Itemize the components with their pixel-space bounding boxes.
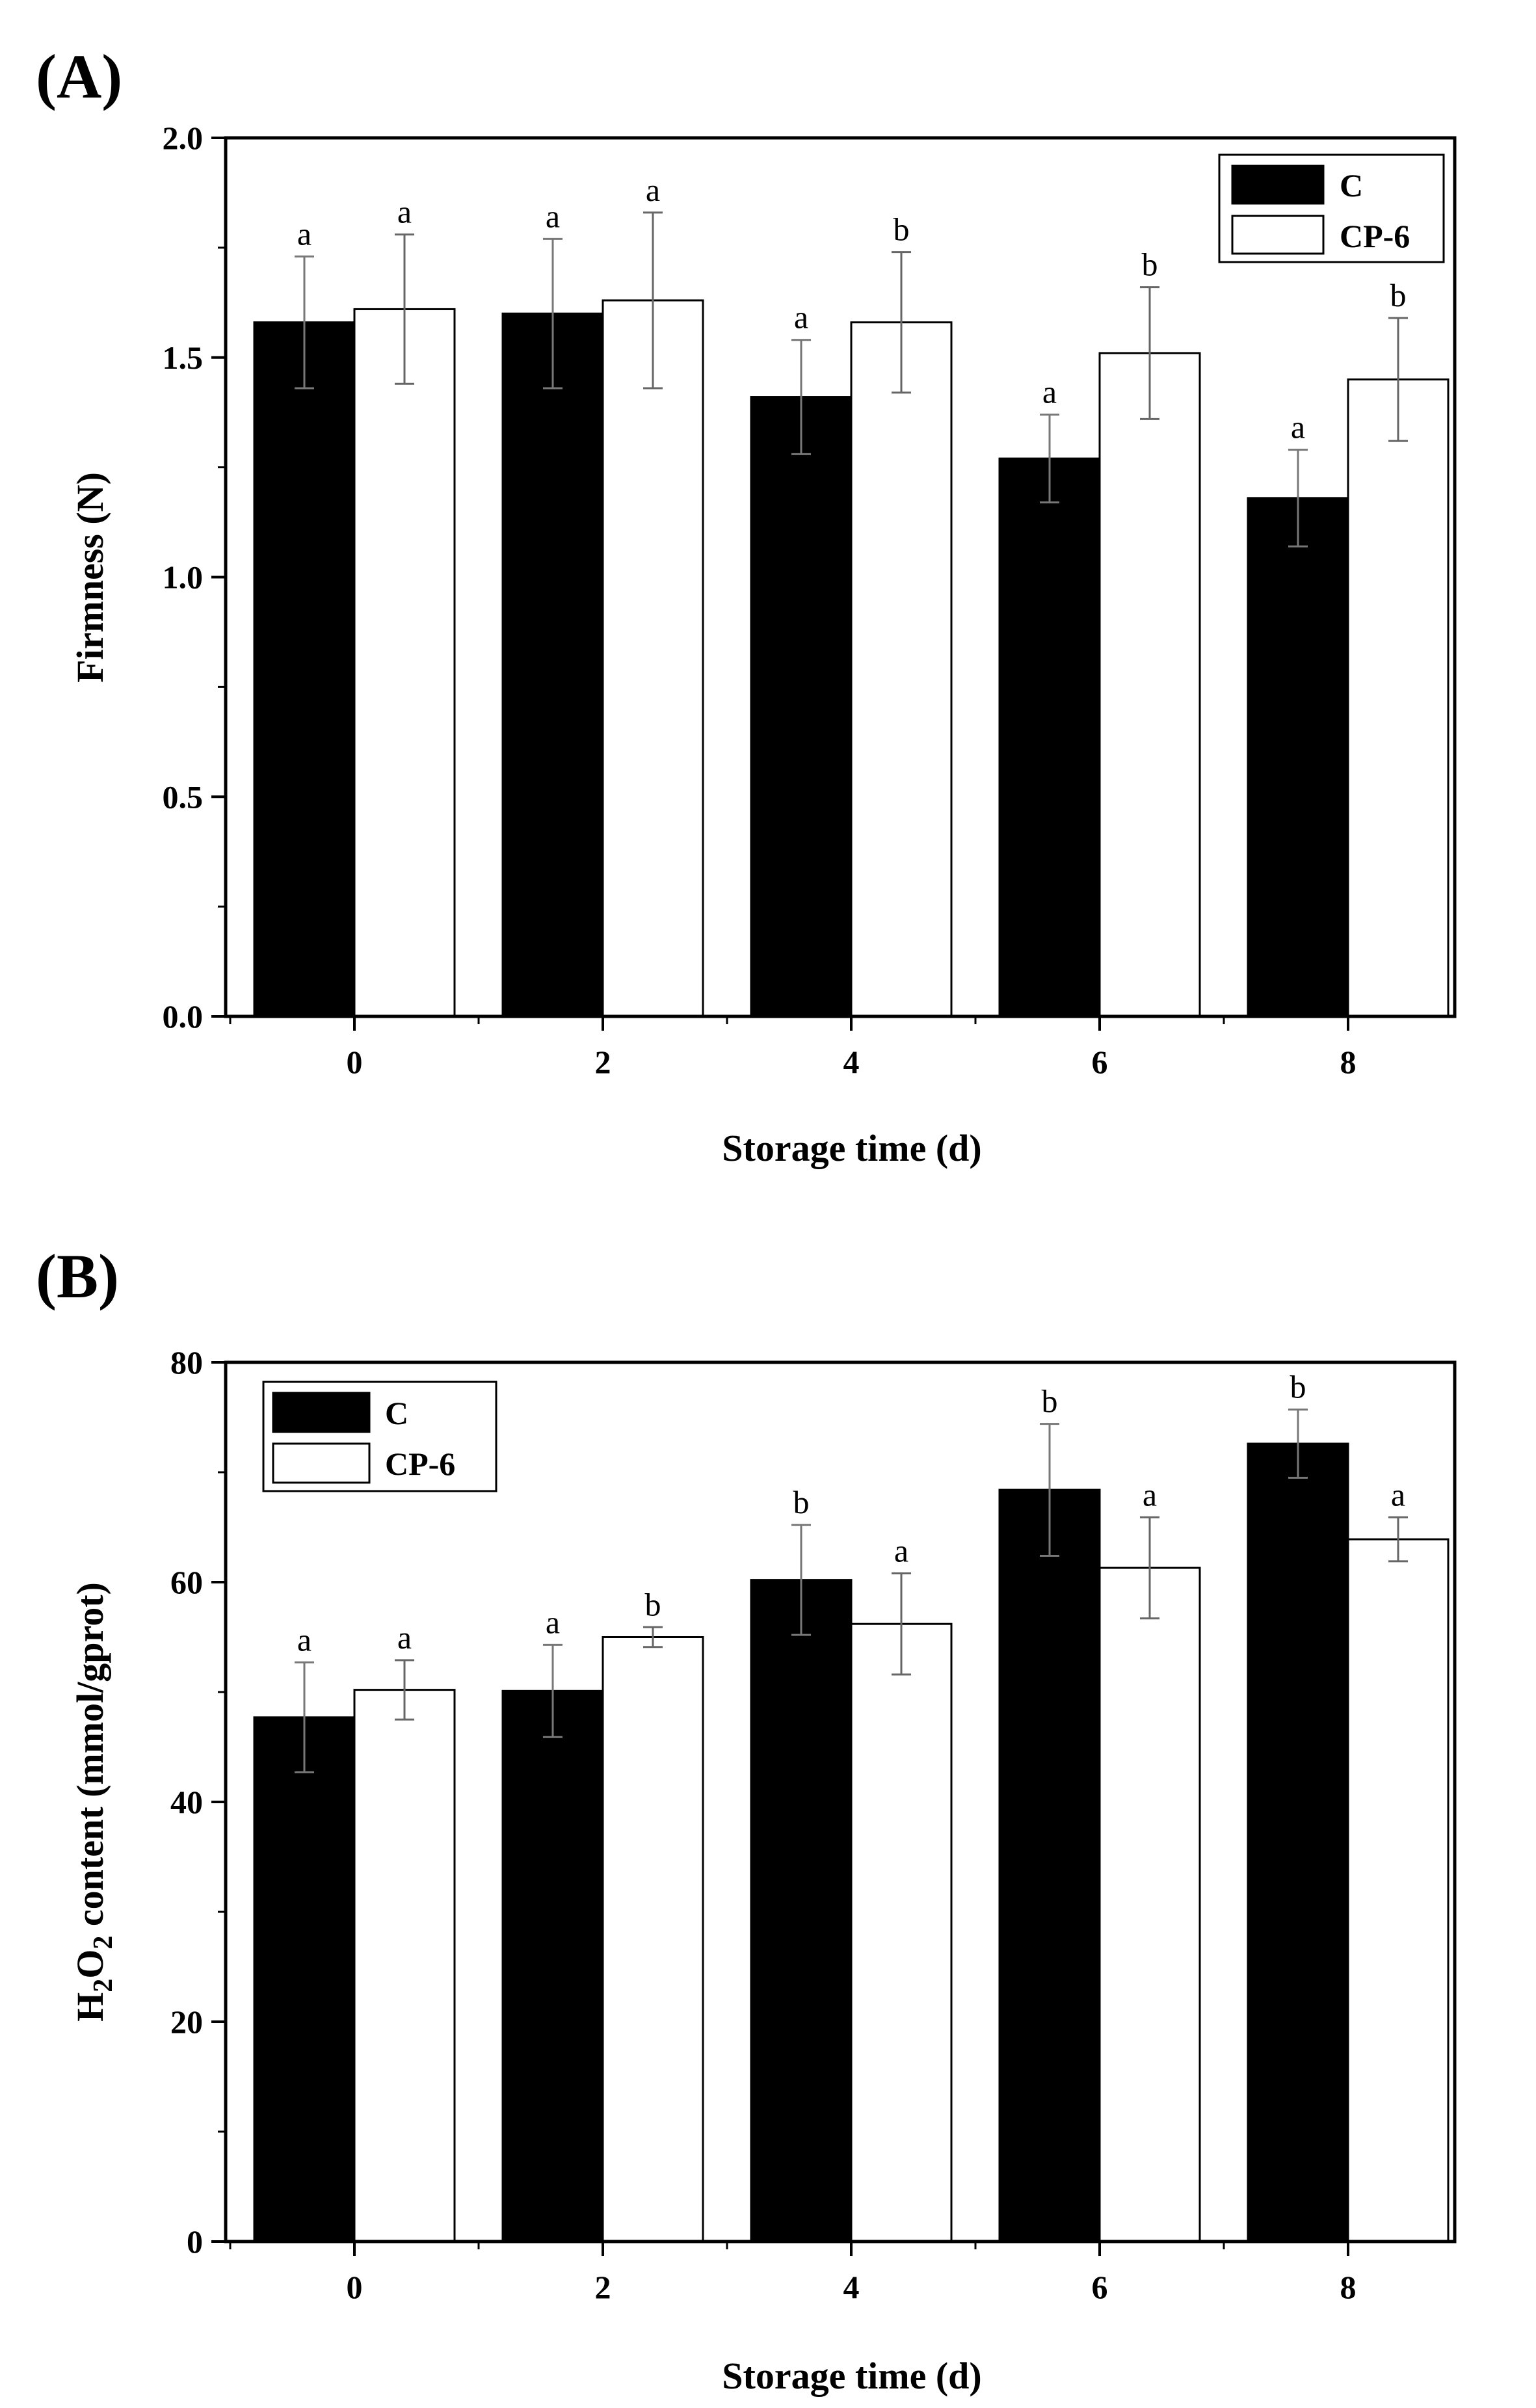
significance-letter: b xyxy=(645,1586,661,1622)
y-tick-label: 80 xyxy=(170,1344,203,1381)
panel-b-legend: C CP-6 xyxy=(262,1381,497,1492)
panel-a-y-axis: 0.0 0.5 1.0 1.5 2.0 xyxy=(163,120,226,1035)
panel-b-legend-swatch-c xyxy=(272,1392,371,1433)
panel-b-x-axis-title: Storage time (d) xyxy=(722,2355,981,2397)
ylabel-sub-2: 2 xyxy=(88,1979,118,1992)
significance-letter: a xyxy=(794,299,808,336)
panel-a-marks: a a a a a a a b b b xyxy=(253,172,1450,1018)
panel-b-legend-label-c: C xyxy=(385,1395,408,1431)
y-tick-label: 0.5 xyxy=(163,778,204,815)
bar-cp6 xyxy=(1347,1538,1450,2243)
ylabel-part-h: H xyxy=(69,1992,111,2022)
panel-a-legend-swatch-cp6 xyxy=(1231,215,1325,255)
significance-letter: a xyxy=(1291,409,1305,445)
bar-c xyxy=(501,312,604,1018)
bar-cp6 xyxy=(1098,352,1201,1018)
bar-cp6 xyxy=(602,1636,704,2243)
x-tick-label: 8 xyxy=(1340,2269,1357,2305)
x-tick-label: 4 xyxy=(843,1044,860,1080)
ylabel-sub-2b: 2 xyxy=(88,1936,118,1950)
panel-a-label: (A) xyxy=(36,42,122,111)
bar-c xyxy=(501,1689,604,2243)
panel-b: (B) a a b b b a b a a a 0 20 40 60 80 0 2 4 6 8 Storage t… xyxy=(36,1241,1457,2397)
panel-a: (A) a a a a a a a b b b 0.0 0.5 1.0 1.5 2.0 0 2 4 6 8 Sto… xyxy=(36,42,1457,1169)
panel-b-legend-label-cp6: CP-6 xyxy=(385,1446,455,1482)
significance-letter: a xyxy=(297,1621,311,1658)
y-tick-label: 0.0 xyxy=(163,998,204,1035)
significance-letter: a xyxy=(546,198,560,234)
y-tick-label: 0 xyxy=(187,2223,203,2260)
bar-cp6 xyxy=(1098,1567,1201,2243)
bar-c xyxy=(253,1716,356,2243)
x-tick-label: 8 xyxy=(1340,1044,1357,1080)
x-tick-label: 0 xyxy=(347,2269,363,2305)
bar-c xyxy=(750,1579,853,2243)
x-tick-label: 4 xyxy=(843,2269,860,2305)
panel-b-label: (B) xyxy=(36,1241,119,1311)
panel-a-x-axis: 0 2 4 6 8 xyxy=(229,1016,1357,1080)
panel-b-x-axis: 0 2 4 6 8 xyxy=(229,2242,1357,2305)
bar-c xyxy=(750,396,853,1018)
bar-c xyxy=(998,457,1101,1018)
significance-letter: a xyxy=(894,1532,908,1568)
significance-letter: a xyxy=(297,215,311,252)
significance-letter: a xyxy=(646,172,660,208)
significance-letter: a xyxy=(1143,1476,1157,1513)
ylabel-part-o: O xyxy=(69,1950,111,1979)
panel-b-y-axis: 0 20 40 60 80 xyxy=(170,1344,226,2260)
bar-c xyxy=(1247,497,1349,1018)
panel-b-y-axis-title: H2O2 content (mmol/gprot) xyxy=(69,1582,118,2022)
significance-letter: b xyxy=(1390,277,1407,313)
significance-letter: a xyxy=(1042,374,1057,410)
bar-cp6 xyxy=(850,321,953,1018)
bar-c xyxy=(253,321,356,1018)
panel-a-legend: C CP-6 xyxy=(1218,153,1445,263)
significance-letter: b xyxy=(894,211,910,248)
significance-letter: a xyxy=(397,1619,412,1656)
x-tick-label: 2 xyxy=(595,2269,611,2305)
bar-c xyxy=(1247,1442,1349,2243)
y-tick-label: 40 xyxy=(170,1784,203,1820)
bar-cp6 xyxy=(1347,378,1450,1018)
bar-c xyxy=(998,1488,1101,2243)
panel-b-marks: a a b b b a b a a a xyxy=(253,1369,1450,2243)
panel-a-y-axis-title: Firmness (N) xyxy=(69,472,111,683)
panel-a-legend-label-cp6: CP-6 xyxy=(1340,218,1410,254)
x-tick-label: 6 xyxy=(1092,2269,1108,2305)
x-tick-label: 0 xyxy=(347,1044,363,1080)
y-tick-label: 1.0 xyxy=(163,559,204,596)
bar-cp6 xyxy=(353,1689,456,2243)
significance-letter: b xyxy=(1042,1383,1058,1420)
y-tick-label: 20 xyxy=(170,2004,203,2040)
significance-letter: a xyxy=(397,194,412,230)
panel-a-legend-label-c: C xyxy=(1340,167,1363,204)
y-tick-label: 1.5 xyxy=(163,339,204,376)
x-tick-label: 6 xyxy=(1092,1044,1108,1080)
significance-letter: b xyxy=(1290,1369,1306,1405)
significance-letter: a xyxy=(546,1604,560,1640)
panel-a-x-axis-title: Storage time (d) xyxy=(722,1127,981,1169)
bar-cp6 xyxy=(602,299,704,1018)
significance-letter: b xyxy=(793,1484,810,1520)
ylabel-part-rest: content (mmol/gprot) xyxy=(69,1582,111,1935)
panel-a-legend-swatch-c xyxy=(1231,165,1325,205)
panel-b-legend-swatch-cp6 xyxy=(272,1442,371,1484)
y-tick-label: 60 xyxy=(170,1564,203,1600)
bar-cp6 xyxy=(850,1622,953,2243)
significance-letter: b xyxy=(1142,246,1158,283)
bar-cp6 xyxy=(353,308,456,1018)
y-tick-label: 2.0 xyxy=(163,120,204,156)
significance-letter: a xyxy=(1391,1476,1405,1513)
x-tick-label: 2 xyxy=(595,1044,611,1080)
